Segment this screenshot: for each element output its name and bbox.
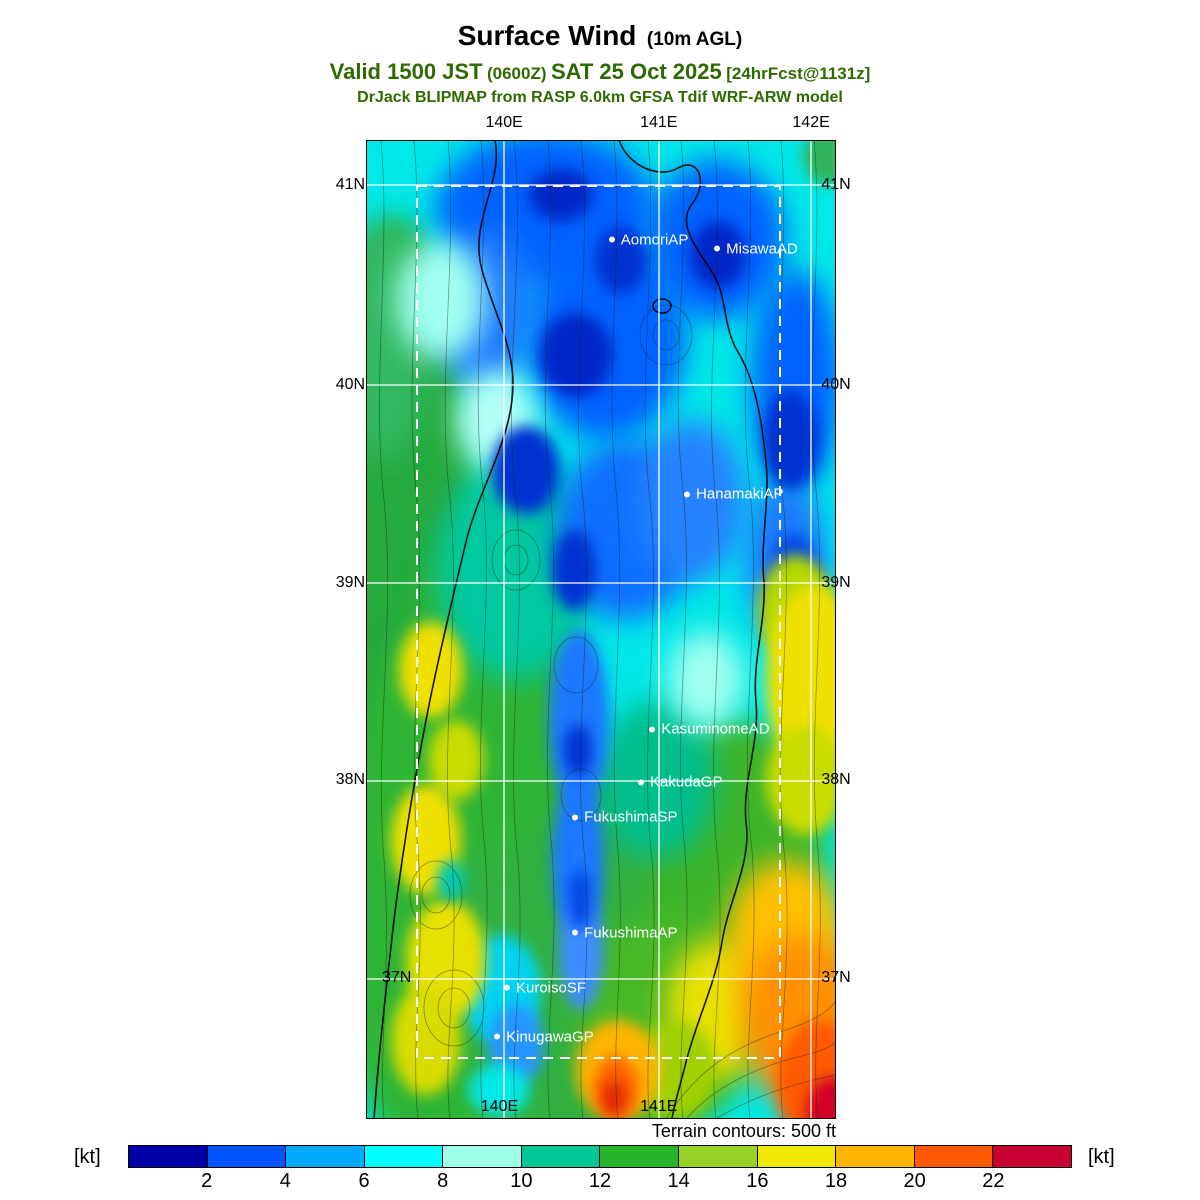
colorbar-segment — [442, 1146, 521, 1167]
colorbar-tick: 12 — [588, 1170, 612, 1192]
colorbar-ticks: 2 4 6 8 10 12 14 16 18 20 22 — [128, 1170, 1072, 1198]
valid-time-utc: (0600Z) — [486, 64, 547, 84]
valid-time-line: Valid 1500 JST (0600Z) SAT 25 Oct 2025 [… — [0, 59, 1200, 84]
colorbar-tick: 16 — [746, 1170, 769, 1192]
colorbar-segment — [129, 1146, 207, 1167]
forecast-cycle: [24hrFcst@1131z] — [726, 64, 871, 84]
colorbar-tick: 8 — [437, 1170, 449, 1192]
colorbar-unit-left: [kt] — [74, 1146, 101, 1168]
grid-lines — [366, 140, 836, 1119]
page-title-suffix: (10m AGL) — [646, 29, 743, 50]
domain-boundary-box — [416, 185, 781, 1059]
colorbar-segment — [206, 1146, 286, 1167]
colorbar-tick: 2 — [201, 1170, 213, 1192]
lat-label-left: 41N — [335, 176, 366, 194]
header: Surface Wind (10m AGL) Valid 1500 JST (0… — [0, 20, 1200, 107]
valid-date: SAT 25 Oct 2025 — [550, 59, 722, 85]
valid-time-main: Valid 1500 JST — [329, 59, 483, 85]
lat-label-left: 39N — [335, 573, 366, 591]
colorbar-tick: 22 — [982, 1170, 1005, 1192]
colorbar-segment — [599, 1146, 679, 1167]
colorbar-segment — [678, 1146, 757, 1167]
wind-field-svg — [366, 140, 836, 1119]
colorbar-segment — [835, 1146, 914, 1167]
wind-map: 41N 40N 39N 38N 37N 41N 40N 39N 38N 37N 140E 141E 14… — [336, 114, 851, 1119]
streamlines — [379, 140, 836, 1119]
lon-label-top: 142E — [792, 114, 830, 131]
colorbar-tick: 18 — [824, 1170, 848, 1192]
colorbar-segment — [520, 1146, 600, 1167]
colorbar-tick: 20 — [903, 1170, 926, 1192]
terrain-contour-note: Terrain contours: 500 ft — [651, 1121, 836, 1141]
colorbar-segment — [913, 1146, 993, 1167]
coastline — [373, 140, 768, 1119]
colorbar-tick: 10 — [510, 1170, 533, 1192]
wind-speed-colorbar — [128, 1145, 1072, 1168]
colorbar-tick: 6 — [358, 1170, 370, 1192]
map-border — [366, 140, 836, 1119]
lat-label-left: 38N — [335, 771, 366, 789]
lon-label-top: 141E — [640, 114, 678, 131]
colorbar-unit-right: [kt] — [1088, 1146, 1115, 1168]
colorbar-tick: 14 — [667, 1170, 690, 1192]
colorbar-tick: 4 — [279, 1170, 291, 1192]
page-title: Surface Wind — [457, 20, 637, 51]
lon-label-top: 140E — [485, 114, 523, 131]
colorbar-segment — [363, 1146, 443, 1167]
colorbar-segment — [756, 1146, 836, 1167]
model-info-line: DrJack BLIPMAP from RASP 6.0km GFSA Tdif… — [357, 88, 843, 106]
colorbar-segment — [285, 1146, 364, 1167]
title-line: Surface Wind (10m AGL) — [0, 20, 1200, 52]
lat-label-left: 40N — [335, 375, 366, 393]
colorbar-segment — [992, 1146, 1071, 1167]
